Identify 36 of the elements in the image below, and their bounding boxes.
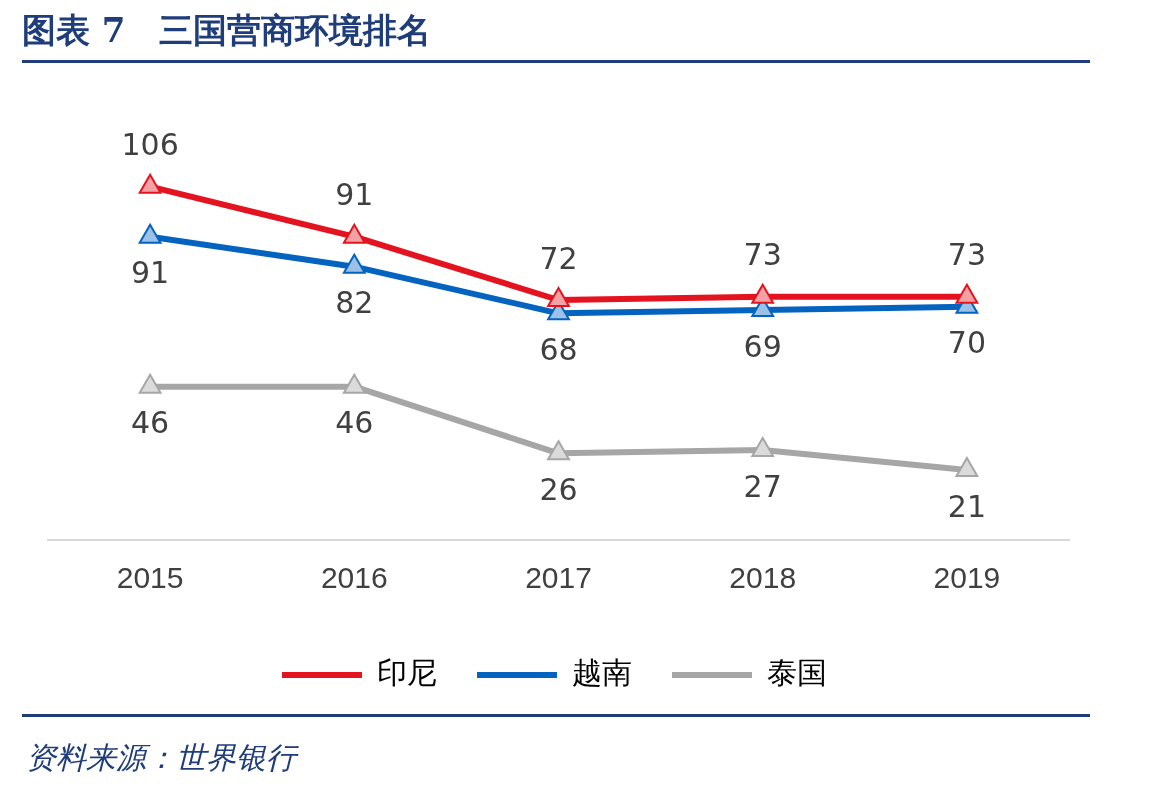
point xyxy=(342,223,366,244)
legend-label: 印尼 xyxy=(377,656,437,690)
data-label: 27 xyxy=(743,468,782,504)
point xyxy=(342,373,366,394)
point xyxy=(138,173,162,194)
x-tick-label: 2017 xyxy=(525,561,592,595)
point xyxy=(955,457,979,477)
chart-title: 图表 7 三国营商环境排名 xyxy=(22,9,432,52)
data-label: 68 xyxy=(539,332,578,368)
data-label: 70 xyxy=(947,325,986,361)
point xyxy=(547,287,570,307)
point xyxy=(751,437,775,457)
data-label: 91 xyxy=(131,255,170,291)
data-label: 72 xyxy=(539,240,578,276)
x-tick-label: 2018 xyxy=(729,561,797,595)
data-label: 91 xyxy=(335,177,374,213)
legend-label: 越南 xyxy=(572,656,632,690)
point xyxy=(955,283,979,304)
legend-label: 泰国 xyxy=(767,656,827,690)
point xyxy=(138,223,162,244)
data-label: 46 xyxy=(131,405,170,441)
data-label: 106 xyxy=(121,127,179,163)
x-tick-label: 2015 xyxy=(116,561,184,595)
point xyxy=(751,283,775,304)
point xyxy=(547,440,570,461)
data-label: 69 xyxy=(743,328,782,364)
point xyxy=(138,373,162,394)
data-label: 46 xyxy=(335,405,374,441)
x-tick-label: 2016 xyxy=(320,561,388,595)
point xyxy=(342,253,366,274)
data-label: 26 xyxy=(539,472,578,508)
x-tick-label: 2019 xyxy=(933,561,1001,595)
data-label: 73 xyxy=(947,237,986,273)
data-label: 21 xyxy=(947,488,986,524)
data-label: 73 xyxy=(743,237,782,273)
data-label: 82 xyxy=(335,285,374,321)
